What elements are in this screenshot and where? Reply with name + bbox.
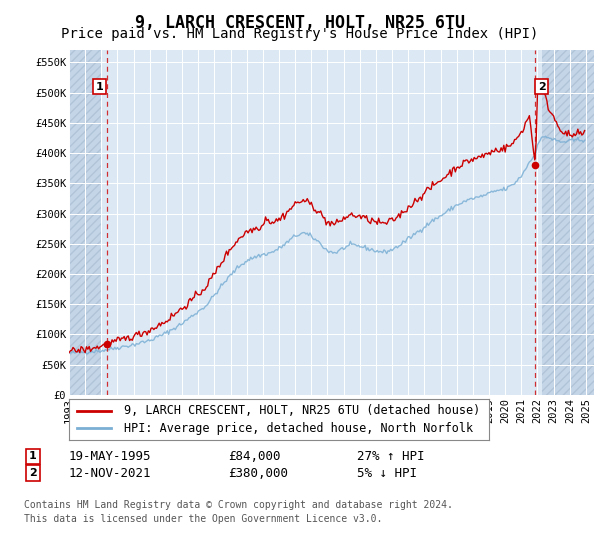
Text: Price paid vs. HM Land Registry's House Price Index (HPI): Price paid vs. HM Land Registry's House … bbox=[61, 27, 539, 41]
Text: £84,000: £84,000 bbox=[228, 450, 281, 463]
Text: 27% ↑ HPI: 27% ↑ HPI bbox=[357, 450, 425, 463]
Text: HPI: Average price, detached house, North Norfolk: HPI: Average price, detached house, Nort… bbox=[124, 422, 473, 435]
Bar bbox=[542, 50, 594, 395]
Text: 2: 2 bbox=[538, 82, 545, 92]
Text: 12-NOV-2021: 12-NOV-2021 bbox=[69, 466, 151, 480]
Text: 19-MAY-1995: 19-MAY-1995 bbox=[69, 450, 151, 463]
Text: Contains HM Land Registry data © Crown copyright and database right 2024.
This d: Contains HM Land Registry data © Crown c… bbox=[24, 501, 453, 524]
Text: 2: 2 bbox=[29, 468, 37, 478]
Text: 1: 1 bbox=[95, 82, 103, 92]
Bar bbox=[69, 50, 101, 395]
Text: £380,000: £380,000 bbox=[228, 466, 288, 480]
Text: 1: 1 bbox=[29, 451, 37, 461]
Text: 9, LARCH CRESCENT, HOLT, NR25 6TU (detached house): 9, LARCH CRESCENT, HOLT, NR25 6TU (detac… bbox=[124, 404, 480, 417]
Text: 9, LARCH CRESCENT, HOLT, NR25 6TU: 9, LARCH CRESCENT, HOLT, NR25 6TU bbox=[135, 14, 465, 32]
Text: 5% ↓ HPI: 5% ↓ HPI bbox=[357, 466, 417, 480]
